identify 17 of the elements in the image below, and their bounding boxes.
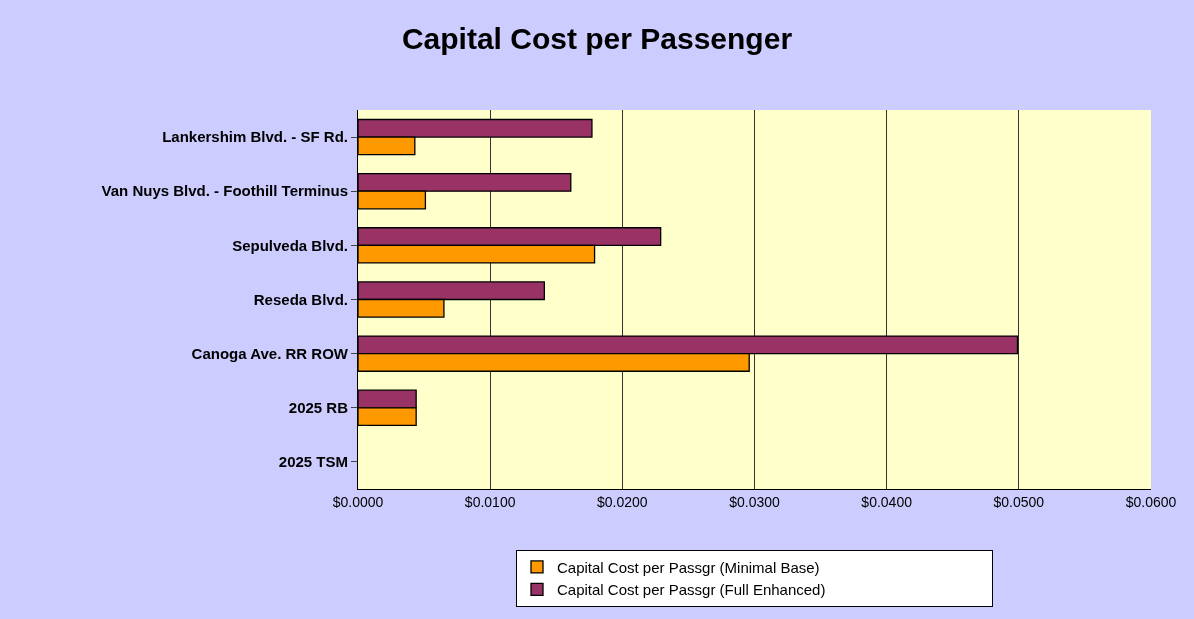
chart-title: Capital Cost per Passenger: [401, 21, 793, 55]
legend-label: Capital Cost per Passgr (Minimal Base): [557, 558, 820, 576]
x-tick-label: $0.0100: [464, 493, 516, 510]
y-tick-label: Van Nuys Blvd. - Foothill Terminus: [101, 182, 348, 200]
x-tick-label: $0.0400: [861, 493, 913, 510]
y-tick-label: 2025 RB: [288, 399, 349, 417]
x-tick-label: $0.0300: [729, 493, 781, 510]
y-tick-label: Lankershim Blvd. - SF Rd.: [162, 128, 348, 146]
y-tick-label: 2025 TSM: [278, 453, 348, 471]
x-tick-label: $0.0600: [1125, 493, 1177, 510]
x-tick-label: $0.0500: [993, 493, 1045, 510]
y-tick-label: Canoga Ave. RR ROW: [191, 344, 349, 362]
y-tick-label: Reseda Blvd.: [253, 290, 348, 308]
legend-label: Capital Cost per Passgr (Full Enhanced): [557, 581, 826, 599]
y-tick-label: Sepulveda Blvd.: [232, 236, 348, 254]
x-tick-label: $0.0200: [597, 493, 648, 510]
x-tick-label: $0.0000: [332, 493, 384, 510]
